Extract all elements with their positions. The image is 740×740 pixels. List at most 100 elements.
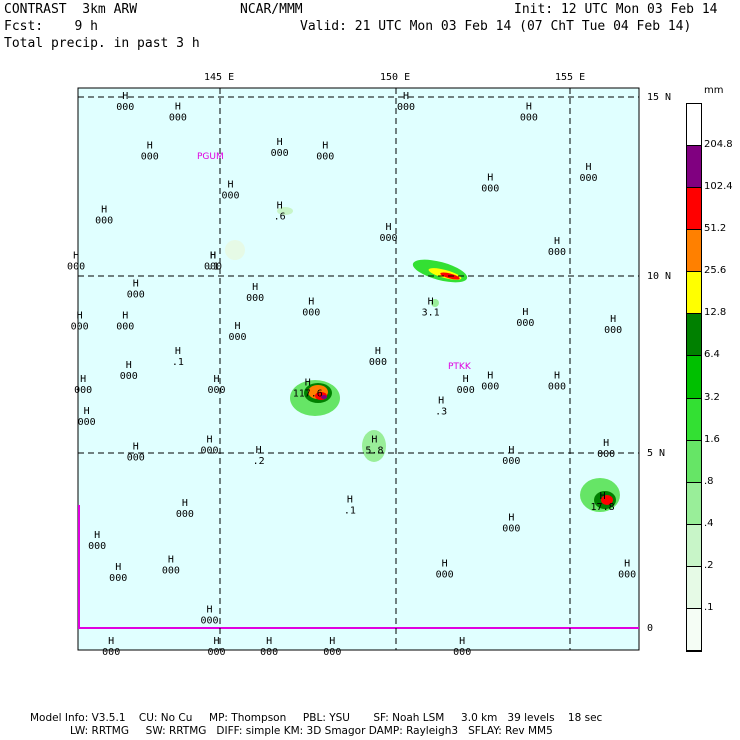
high-value: 000 <box>502 456 520 467</box>
high-value: 000 <box>204 261 222 272</box>
high-value: 000 <box>162 566 180 577</box>
high-value: 5.8 <box>365 445 383 456</box>
model-info-line1: Model Info: V3.5.1 CU: No Cu MP: Thompso… <box>30 712 603 724</box>
high-value: 000 <box>369 357 387 368</box>
lon-label-155: 155 E <box>555 72 586 83</box>
high-marker: H <box>277 137 283 148</box>
high-value: 17.8 <box>591 502 615 513</box>
high-marker: H <box>84 406 90 417</box>
precip-cell <box>601 495 613 505</box>
high-marker: H <box>115 562 121 573</box>
high-value: 000 <box>169 113 187 124</box>
high-marker: H <box>554 371 560 382</box>
high-value: 000 <box>597 449 615 460</box>
colorbar-segment <box>687 482 701 525</box>
high-marker: H <box>463 374 469 385</box>
high-marker: H <box>266 636 272 647</box>
high-value: 000 <box>102 647 120 658</box>
high-value: .1 <box>207 261 219 272</box>
domain-boundary <box>78 505 639 629</box>
colorbar-segment <box>687 566 701 609</box>
precip-cell <box>362 430 386 462</box>
high-value: 000 <box>116 102 134 113</box>
high-marker: H <box>213 374 219 385</box>
high-value: 000 <box>481 382 499 393</box>
colorbar-label: 3.2 <box>704 391 720 403</box>
high-value: 000 <box>67 261 85 272</box>
precip-cell <box>225 240 245 260</box>
high-value: 000 <box>516 318 534 329</box>
high-marker: H <box>438 395 444 406</box>
high-value: 000 <box>618 569 636 580</box>
lat-label-10: 10 N <box>647 271 672 282</box>
high-value: 000 <box>323 647 341 658</box>
high-marker: H <box>101 204 107 215</box>
high-value: 000 <box>109 573 127 584</box>
high-marker: H <box>256 445 262 456</box>
high-marker: H <box>175 102 181 113</box>
colorbar-segment <box>687 440 701 483</box>
high-value: 000 <box>74 385 92 396</box>
high-marker: H <box>213 636 219 647</box>
high-marker: H <box>94 530 100 541</box>
high-marker: H <box>108 636 114 647</box>
precip-cell <box>277 207 293 215</box>
lon-label-150: 150 E <box>380 72 411 83</box>
high-marker: H <box>235 321 241 332</box>
high-value: 000 <box>604 325 622 336</box>
high-marker: H <box>210 250 216 261</box>
high-value: 000 <box>141 152 159 163</box>
high-value: 000 <box>116 321 134 332</box>
precip-cell <box>321 395 327 399</box>
lon-label-145: 145 E <box>204 72 235 83</box>
high-marker: H <box>77 310 83 321</box>
high-value: .1 <box>344 506 356 517</box>
high-marker: H <box>508 512 514 523</box>
high-marker: H <box>442 558 448 569</box>
high-marker: H <box>603 438 609 449</box>
high-value: .1 <box>172 357 184 368</box>
high-value: 000 <box>78 417 96 428</box>
high-marker: H <box>252 282 258 293</box>
high-value: 000 <box>120 371 138 382</box>
high-marker: H <box>375 346 381 357</box>
high-marker: H <box>73 250 79 261</box>
high-value: 000 <box>221 191 239 202</box>
high-value: 117.6 <box>293 389 323 400</box>
colorbar-segment <box>687 398 701 441</box>
high-value: 000 <box>302 307 320 318</box>
high-marker: H <box>610 314 616 325</box>
high-value: .2 <box>253 456 265 467</box>
high-value: 000 <box>260 647 278 658</box>
colorbar-segment <box>687 272 701 315</box>
high-marker: H <box>554 236 560 247</box>
station-pgum: PGUM <box>197 152 224 162</box>
colorbar <box>686 103 702 652</box>
colorbar-label: .2 <box>704 559 714 571</box>
model-info-line2: LW: RRTMG SW: RRTMG DIFF: simple KM: 3D … <box>70 725 553 737</box>
high-marker: H <box>385 222 391 233</box>
high-value: 000 <box>316 152 334 163</box>
high-value: 000 <box>229 332 247 343</box>
high-marker: H <box>133 441 139 452</box>
high-marker: H <box>80 374 86 385</box>
high-value: 000 <box>379 233 397 244</box>
high-marker: H <box>428 296 434 307</box>
high-marker: H <box>277 201 283 212</box>
high-marker: H <box>175 346 181 357</box>
colorbar-segment <box>687 314 701 357</box>
colorbar-segment <box>687 104 701 147</box>
high-value: 000 <box>207 385 225 396</box>
high-marker: H <box>586 162 592 173</box>
high-marker: H <box>403 91 409 102</box>
colorbar-label: 51.2 <box>704 223 727 235</box>
center-title: NCAR/MMM <box>240 2 303 17</box>
high-marker: H <box>228 180 234 191</box>
high-marker: H <box>147 141 153 152</box>
high-value: 000 <box>200 615 218 626</box>
colorbar-segment <box>687 608 701 651</box>
high-marker: H <box>347 495 353 506</box>
high-value: 3.1 <box>422 307 440 318</box>
high-value: 000 <box>127 290 145 301</box>
